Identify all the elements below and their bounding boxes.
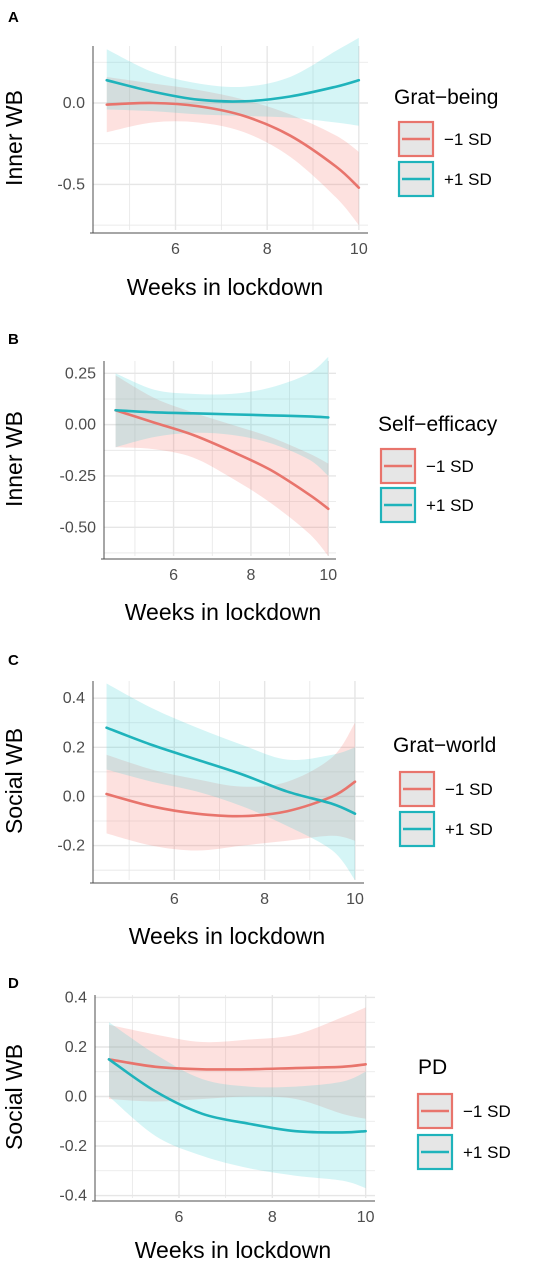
x-tick-label: 10 — [319, 567, 337, 584]
x-tick-label: 8 — [263, 241, 272, 258]
legend-title: Grat−world — [393, 734, 496, 757]
y-tick-label: -0.50 — [60, 519, 97, 536]
legend: Grat−being −1 SD +1 SD — [394, 86, 499, 198]
legend-title: Self−efficacy — [378, 413, 498, 436]
panel-a: A 6 8 10 0.0 -0.5 Weeks in lockdown Inner WB Gra… — [1, 9, 499, 300]
panel-letter: A — [8, 9, 19, 26]
y-tick-label: -0.25 — [60, 468, 97, 485]
legend-title: Grat−being — [394, 86, 499, 109]
y-axis-label: Inner WB — [1, 411, 27, 507]
panels-container: A 6 8 10 0.0 -0.5 Weeks in lockdown Inner WB Gra… — [1, 9, 511, 1263]
y-axis-label: Social WB — [1, 1044, 27, 1150]
series-line-minus-1sd — [107, 1058, 367, 1071]
x-tick-label: 10 — [350, 241, 368, 258]
gridlines — [93, 681, 364, 880]
ci-band-minus-1sd — [106, 76, 359, 226]
series-line-minus-1sd — [105, 780, 357, 818]
ci-band-plus-1sd — [109, 1022, 366, 1189]
series-line-minus-1sd — [114, 408, 330, 511]
panel-c: C 6 8 10 0.4 0.2 0.0 -0.2 Weeks in lockdown Socia… — [1, 652, 496, 949]
x-tick-label: 8 — [246, 567, 255, 584]
y-tick-label: 0.2 — [63, 739, 85, 756]
y-tick-label: 0.25 — [65, 365, 96, 382]
panel-letter: B — [8, 331, 19, 348]
y-tick-label: 0.0 — [65, 1089, 87, 1106]
y-tick-label: 0.2 — [65, 1039, 87, 1056]
y-tick-label: -0.2 — [57, 838, 85, 855]
x-tick-label: 6 — [171, 241, 180, 258]
x-tick-label: 6 — [175, 1209, 184, 1226]
x-tick-label: 8 — [268, 1209, 277, 1226]
y-axis-label: Inner WB — [1, 90, 27, 186]
y-tick-label: 0.4 — [65, 989, 87, 1006]
gridlines — [104, 361, 336, 556]
series-line-plus-1sd — [114, 408, 330, 419]
x-tick-label: 6 — [170, 891, 179, 908]
legend-label-minus-1sd: −1 SD — [426, 457, 474, 476]
gridlines — [95, 995, 375, 1198]
ci-band-minus-1sd — [106, 722, 355, 851]
y-tick-label: -0.4 — [59, 1188, 87, 1205]
series-line-plus-1sd — [105, 78, 361, 103]
legend-label-minus-1sd: −1 SD — [444, 130, 492, 149]
y-axis-label: Social WB — [1, 728, 27, 834]
legend-title: PD — [418, 1056, 447, 1079]
ci-band-plus-1sd — [106, 683, 355, 880]
series-line-minus-1sd — [105, 101, 361, 189]
x-axis-label: Weeks in lockdown — [129, 923, 325, 949]
x-tick-label: 8 — [260, 891, 269, 908]
x-tick-label: 6 — [169, 567, 178, 584]
legend-label-plus-1sd: +1 SD — [444, 170, 492, 189]
legend: Self−efficacy −1 SD +1 SD — [378, 413, 498, 524]
y-tick-label: 0.0 — [63, 788, 85, 805]
panel-letter: C — [8, 652, 19, 669]
panel-b: B 6 8 10 0.25 0.00 -0.25 -0.50 Weeks in lockdown… — [1, 331, 498, 625]
legend-label-minus-1sd: −1 SD — [463, 1102, 511, 1121]
y-tick-label: 0.00 — [65, 417, 96, 434]
legend-label-plus-1sd: +1 SD — [445, 820, 493, 839]
legend-label-plus-1sd: +1 SD — [463, 1143, 511, 1162]
y-tick-label: -0.5 — [57, 176, 85, 193]
legend-label-plus-1sd: +1 SD — [426, 496, 474, 515]
x-axis-label: Weeks in lockdown — [127, 274, 323, 300]
legend-label-minus-1sd: −1 SD — [445, 780, 493, 799]
x-tick-label: 10 — [346, 891, 364, 908]
x-axis-label: Weeks in lockdown — [125, 599, 321, 625]
series-line-plus-1sd — [107, 1058, 367, 1134]
series-line-plus-1sd — [105, 726, 357, 815]
y-tick-label: -0.2 — [59, 1138, 87, 1155]
x-tick-label: 10 — [357, 1209, 375, 1226]
y-tick-label: 0.0 — [63, 95, 85, 112]
legend: Grat−world −1 SD +1 SD — [393, 734, 496, 848]
panel-letter: D — [8, 975, 19, 992]
x-axis-label: Weeks in lockdown — [135, 1237, 331, 1263]
panel-d: D 6 8 10 0.4 0.2 0.0 -0.2 -0.4 Weeks in lockdown S… — [1, 975, 511, 1263]
ci-band-plus-1sd — [115, 356, 329, 476]
ci-band-minus-1sd — [109, 1007, 366, 1119]
y-tick-label: 0.4 — [63, 690, 85, 707]
legend: PD −1 SD +1 SD — [416, 1056, 511, 1171]
ci-band-minus-1sd — [115, 375, 329, 556]
